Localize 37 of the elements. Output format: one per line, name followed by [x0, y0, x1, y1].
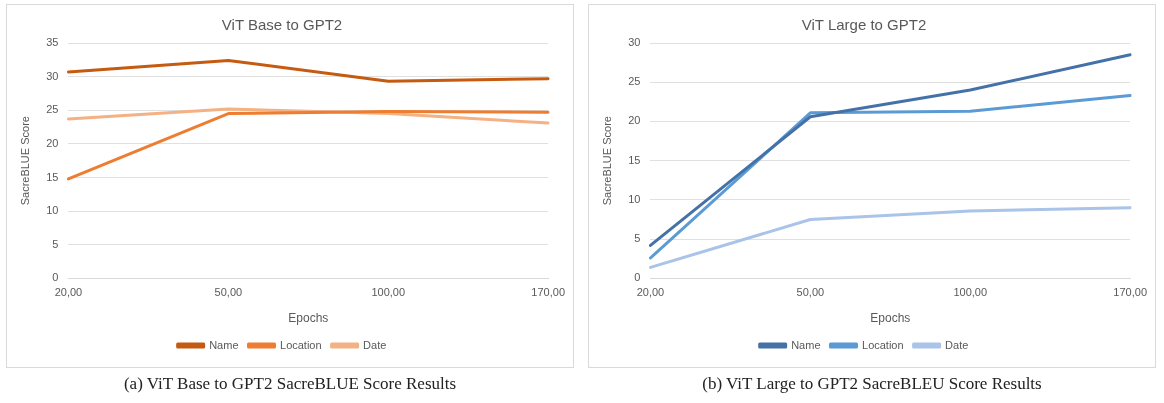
x-tick-label: 20,00: [54, 286, 83, 299]
y-tick-label: 25: [46, 103, 59, 116]
y-tick-label: 0: [52, 271, 59, 284]
x-axis-title: Epochs: [288, 311, 329, 326]
y-tick-label: 0: [634, 271, 641, 284]
y-tick-label: 30: [628, 36, 641, 49]
x-tick-label: 170,00: [531, 286, 566, 299]
text: (a) ViT Base to GPT2 SacreBLUE Score Results: [122, 374, 458, 394]
legend-label: Name: [791, 338, 821, 351]
y-axis-title: SacreBLUE Score: [600, 116, 613, 206]
x-tick-label: 170,00: [1113, 286, 1148, 299]
legend-label: Location: [280, 338, 322, 351]
x-tick-label: 100,00: [953, 286, 988, 299]
x-tick-label: 50,00: [796, 286, 825, 299]
legend-label: Location: [862, 338, 904, 351]
y-tick-label: 25: [628, 75, 641, 88]
y-tick-label: 5: [634, 232, 641, 245]
text: (b) ViT Large to GPT2 SacreBLEU Score Results: [701, 374, 1043, 394]
y-axis-title: SacreBLUE Score: [18, 116, 31, 206]
chart-title: ViT Large to GPT2: [801, 16, 927, 34]
x-tick-label: 20,00: [636, 286, 665, 299]
y-tick-label: 5: [52, 237, 59, 250]
legend-label: Name: [209, 338, 239, 351]
y-tick-label: 10: [628, 192, 641, 205]
legend-label: Date: [363, 338, 387, 351]
y-tick-label: 15: [628, 153, 641, 166]
y-tick-label: 30: [46, 69, 59, 82]
y-tick-label: 15: [46, 170, 59, 183]
y-tick-label: 20: [46, 136, 59, 149]
x-tick-label: 50,00: [214, 286, 243, 299]
y-tick-label: 10: [46, 204, 59, 217]
y-tick-label: 35: [46, 36, 59, 49]
y-tick-label: 20: [628, 114, 641, 127]
x-axis-title: Epochs: [870, 311, 911, 326]
legend-label: Date: [945, 338, 969, 351]
chart-title: ViT Base to GPT2: [221, 16, 343, 34]
x-tick-label: 100,00: [371, 286, 406, 299]
